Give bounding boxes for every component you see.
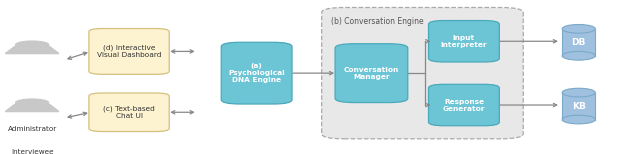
- Text: (a)
Psychological
DNA Engine: (a) Psychological DNA Engine: [228, 63, 285, 83]
- Text: Input
Interpreter: Input Interpreter: [440, 35, 487, 48]
- Text: Interviewee: Interviewee: [11, 149, 53, 154]
- Text: Administrator: Administrator: [8, 126, 57, 132]
- Text: (c) Text-based
Chat UI: (c) Text-based Chat UI: [103, 105, 155, 119]
- Polygon shape: [5, 105, 59, 111]
- Circle shape: [15, 41, 49, 49]
- Ellipse shape: [562, 24, 595, 33]
- Text: DB: DB: [572, 38, 586, 47]
- Ellipse shape: [562, 51, 595, 60]
- Polygon shape: [5, 47, 59, 54]
- Circle shape: [15, 99, 49, 107]
- FancyBboxPatch shape: [429, 84, 499, 126]
- FancyBboxPatch shape: [89, 28, 169, 74]
- FancyBboxPatch shape: [562, 93, 595, 120]
- Text: KB: KB: [572, 102, 586, 111]
- Text: (b) Conversation Engine: (b) Conversation Engine: [332, 17, 424, 26]
- Text: (d) Interactive
Visual Dashboard: (d) Interactive Visual Dashboard: [97, 45, 161, 58]
- Ellipse shape: [562, 115, 595, 124]
- Ellipse shape: [562, 88, 595, 97]
- FancyBboxPatch shape: [335, 44, 408, 103]
- FancyBboxPatch shape: [89, 93, 169, 132]
- Text: Response
Generator: Response Generator: [443, 99, 485, 111]
- FancyBboxPatch shape: [221, 42, 292, 104]
- FancyBboxPatch shape: [429, 20, 499, 62]
- FancyBboxPatch shape: [322, 8, 524, 139]
- FancyBboxPatch shape: [562, 29, 595, 56]
- Text: Conversation
Manager: Conversation Manager: [344, 67, 399, 80]
